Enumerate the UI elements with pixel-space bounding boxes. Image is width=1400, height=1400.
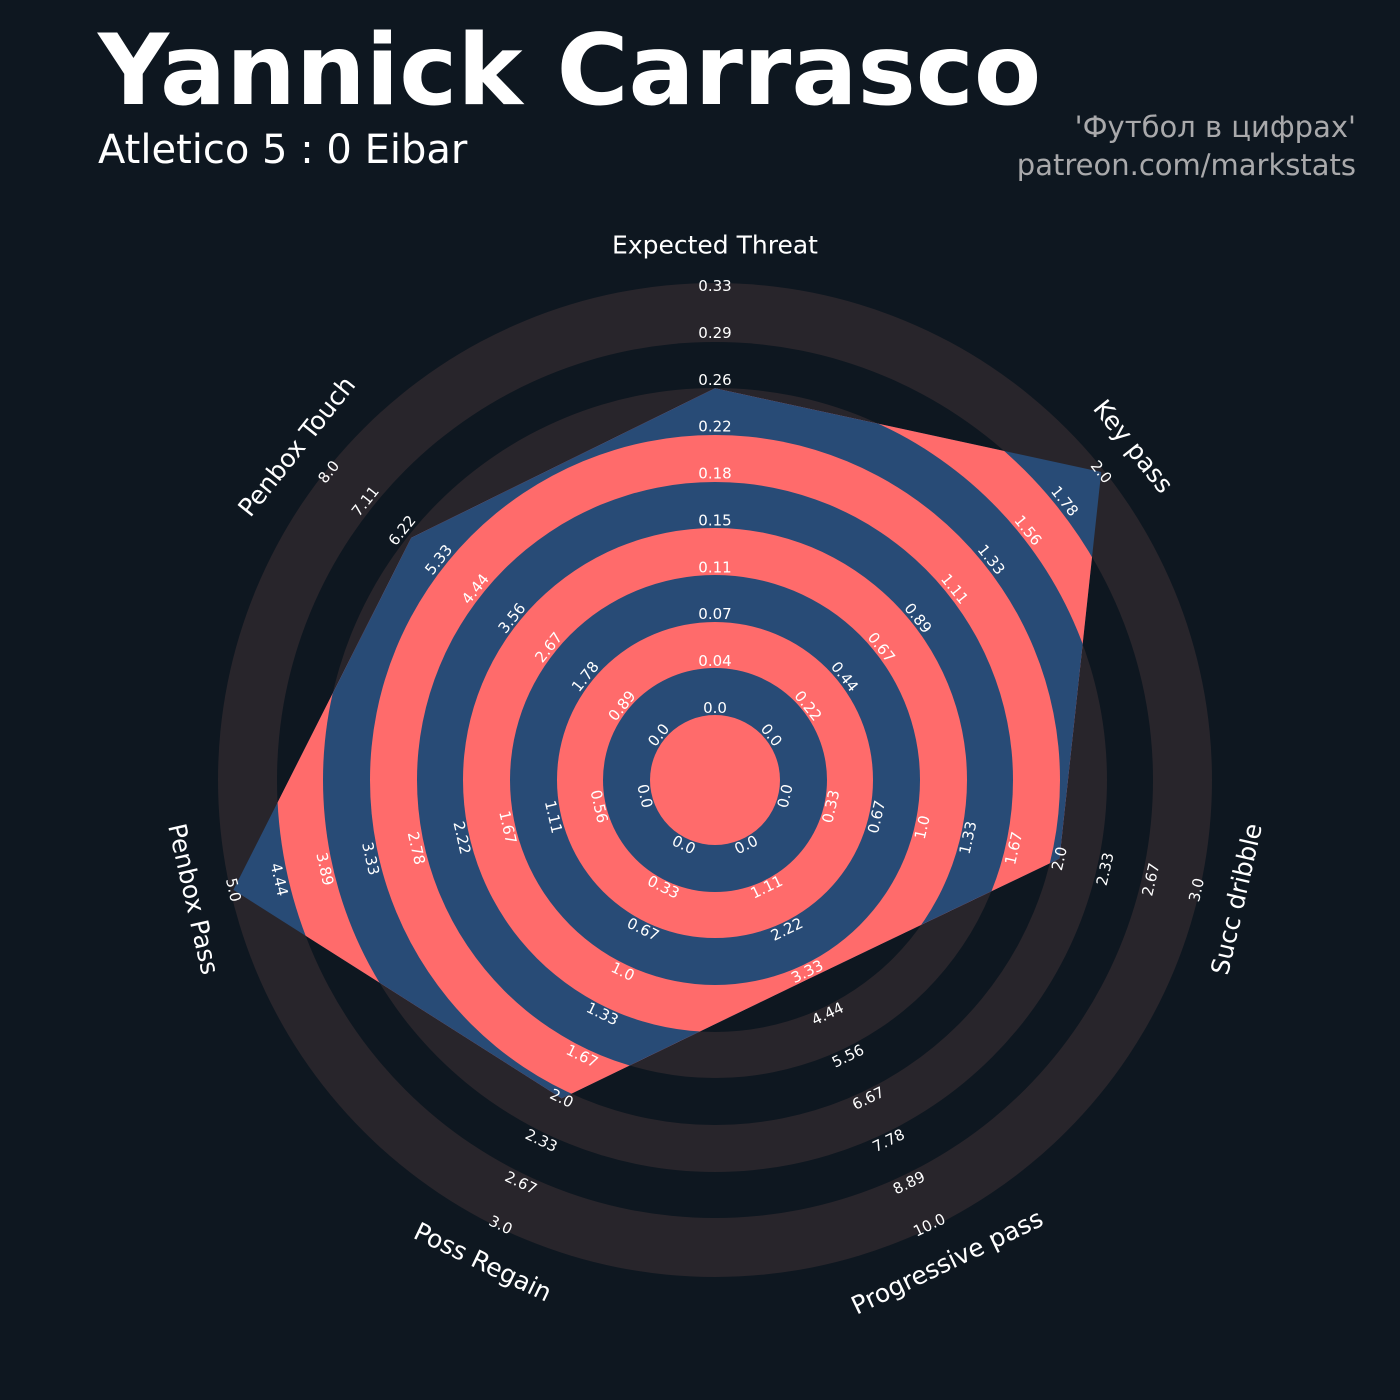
- axis-label: Expected Threat: [612, 231, 818, 260]
- credit-source: 'Футбол в цифрах': [1074, 110, 1356, 144]
- tick-label: 1.0: [911, 814, 934, 841]
- tick-label: 0.33: [698, 277, 731, 295]
- player-name-title: Yannick Carrasco: [98, 14, 1042, 128]
- tick-label: 2.0: [1048, 845, 1071, 872]
- tick-label: 0.04: [698, 652, 731, 670]
- polygon-band: [650, 715, 780, 845]
- tick-label: 0.18: [698, 465, 731, 483]
- match-subtitle: Atletico 5 : 0 Eibar: [98, 127, 468, 173]
- axis-label: Penbox Pass: [162, 821, 225, 977]
- tick-label: 0.29: [698, 324, 731, 342]
- tick-label: 0.11: [698, 558, 731, 576]
- tick-label: 0.0: [703, 699, 727, 717]
- tick-label: 0.07: [698, 605, 731, 623]
- credit-link: patreon.com/markstats: [1016, 148, 1356, 182]
- tick-label: 0.0: [633, 782, 656, 809]
- tick-label: 0.22: [698, 418, 731, 436]
- tick-label: 0.0: [774, 782, 797, 809]
- tick-label: 0.15: [698, 511, 731, 529]
- credits: 'Футбол в цифрах' patreon.com/markstats: [1017, 108, 1356, 184]
- tick-label: 5.0: [222, 876, 245, 903]
- axis-label: Succ dribble: [1205, 821, 1268, 978]
- tick-label: 3.0: [1185, 876, 1208, 903]
- tick-label: 0.26: [698, 371, 731, 389]
